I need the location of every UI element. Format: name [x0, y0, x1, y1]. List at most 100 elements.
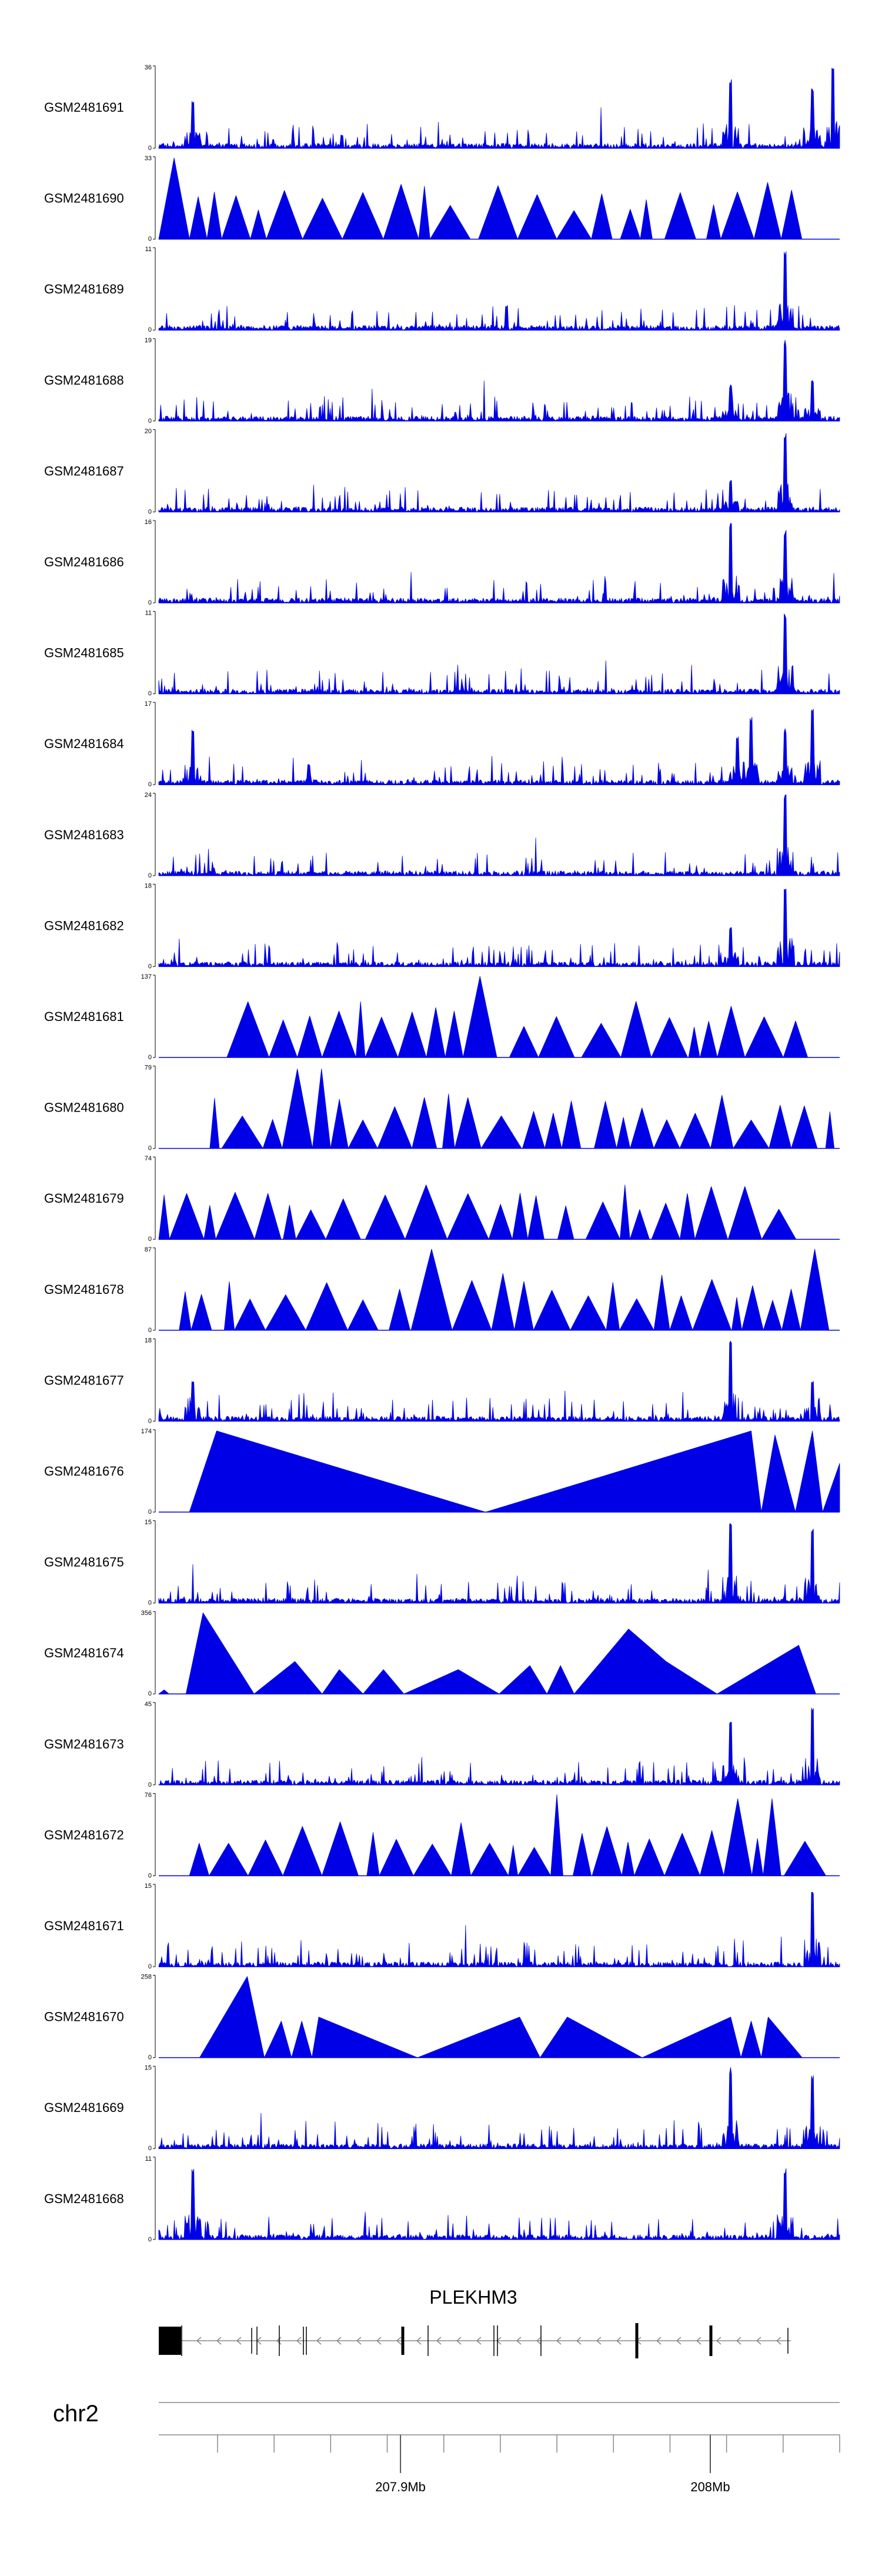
- track-GSM2481680: GSM2481680 79 0: [44, 1065, 840, 1152]
- exon: [427, 2325, 429, 2356]
- strand-chevron: [596, 2337, 602, 2345]
- y-max-label: 258: [141, 1974, 152, 1981]
- strand-chevron: [656, 2337, 662, 2345]
- coverage-area: [199, 1976, 840, 2058]
- strand-chevron: [436, 2337, 442, 2345]
- track-label: GSM2481675: [44, 1555, 124, 1570]
- y-min-label: 0: [148, 145, 152, 152]
- coverage-area: [158, 795, 840, 876]
- y-max-label: 11: [145, 246, 152, 253]
- y-min-label: 0: [148, 1509, 152, 1516]
- coverage-area: [158, 889, 840, 967]
- strand-chevron: [336, 2337, 342, 2345]
- track-label: GSM2481687: [44, 463, 124, 478]
- strand-chevron: [316, 2337, 322, 2345]
- track-GSM2481685: GSM2481685 11 0: [44, 610, 840, 698]
- track-GSM2481675: GSM2481675 15 0: [44, 1519, 840, 1607]
- strand-chevron: [576, 2337, 582, 2345]
- coverage-area: [189, 1430, 840, 1513]
- coverage-area: [158, 709, 840, 785]
- strand-chevron: [536, 2337, 542, 2345]
- track-GSM2481691: GSM2481691 36 0: [44, 64, 840, 152]
- strand-chevron: [356, 2337, 362, 2345]
- y-min-label: 0: [148, 1963, 152, 1970]
- track-GSM2481683: GSM2481683 24 0: [44, 792, 840, 879]
- strand-chevron: [496, 2337, 502, 2345]
- track-label: GSM2481691: [44, 100, 124, 115]
- y-min-label: 0: [148, 872, 152, 879]
- exon: [159, 2327, 181, 2355]
- y-max-label: 15: [145, 2064, 152, 2071]
- track-GSM2481678: GSM2481678 87 0: [44, 1246, 840, 1334]
- y-min-label: 0: [148, 2145, 152, 2152]
- track-GSM2481688: GSM2481688 19 0: [44, 337, 840, 425]
- coverage-area: [209, 1069, 835, 1149]
- track-GSM2481679: GSM2481679 74 0: [44, 1155, 840, 1243]
- track-GSM2481668: GSM2481668 11 0: [44, 2155, 840, 2243]
- genome-axis: chr2 207.9Mb 208Mb: [53, 2401, 840, 2494]
- y-min-label: 0: [148, 508, 152, 515]
- axis-tick-label: 207.9Mb: [375, 2480, 426, 2494]
- y-max-label: 24: [145, 792, 152, 799]
- track-label: GSM2481684: [44, 736, 124, 751]
- y-max-label: 17: [145, 700, 152, 708]
- y-max-label: 18: [145, 882, 152, 889]
- y-max-label: 18: [145, 1337, 152, 1344]
- y-max-label: 174: [141, 1428, 152, 1435]
- exon: [181, 2325, 182, 2356]
- axis-tick-label: 208Mb: [690, 2480, 730, 2494]
- track-label: GSM2481685: [44, 646, 124, 660]
- y-max-label: 11: [145, 610, 152, 617]
- y-min-label: 0: [148, 236, 152, 243]
- y-max-label: 74: [145, 1155, 152, 1162]
- exon: [251, 2328, 252, 2354]
- coverage-area: [158, 1612, 840, 1694]
- y-max-label: 87: [145, 1246, 152, 1253]
- exon: [279, 2325, 280, 2356]
- y-min-label: 0: [148, 1327, 152, 1334]
- track-label: GSM2481681: [44, 1009, 124, 1024]
- y-min-label: 0: [148, 1054, 152, 1061]
- track-label: GSM2481686: [44, 555, 124, 569]
- y-min-label: 0: [148, 1236, 152, 1243]
- track-label: GSM2481678: [44, 1282, 124, 1297]
- strand-chevron: [736, 2337, 741, 2345]
- track-label: GSM2481683: [44, 827, 124, 842]
- track-GSM2481682: GSM2481682 18 0: [44, 882, 840, 970]
- strand-chevron: [476, 2337, 482, 2345]
- track-GSM2481681: GSM2481681 137 0: [44, 973, 840, 1061]
- y-max-label: 15: [145, 1883, 152, 1890]
- y-min-label: 0: [148, 2236, 152, 2243]
- track-label: GSM2481682: [44, 918, 124, 933]
- y-max-label: 36: [145, 64, 152, 71]
- y-min-label: 0: [148, 963, 152, 970]
- coverage-area: [158, 251, 840, 331]
- track-label: GSM2481676: [44, 1464, 124, 1479]
- track-label: GSM2481690: [44, 191, 124, 206]
- track-label: GSM2481673: [44, 1737, 124, 1751]
- y-max-label: 20: [145, 428, 152, 435]
- y-max-label: 15: [145, 1519, 152, 1526]
- strand-chevron: [236, 2337, 242, 2345]
- y-max-label: 19: [145, 337, 152, 344]
- track-GSM2481674: GSM2481674 356 0: [44, 1610, 840, 1697]
- coverage-area: [158, 158, 815, 239]
- strand-chevron: [716, 2337, 721, 2345]
- y-min-label: 0: [148, 690, 152, 698]
- coverage-area: [189, 1794, 837, 1876]
- track-label: GSM2481672: [44, 1827, 124, 1842]
- track-GSM2481684: GSM2481684 17 0: [44, 700, 840, 788]
- y-min-label: 0: [148, 1690, 152, 1697]
- y-max-label: 137: [141, 973, 152, 980]
- strand-chevron: [676, 2337, 681, 2345]
- strand-chevron: [416, 2337, 422, 2345]
- strand-chevron: [556, 2337, 562, 2345]
- track-label: GSM2481677: [44, 1373, 124, 1387]
- strand-chevron: [196, 2337, 202, 2345]
- track-label: GSM2481688: [44, 373, 124, 388]
- strand-chevron: [616, 2337, 622, 2345]
- coverage-area: [158, 1707, 840, 1786]
- coverage-area: [158, 1523, 840, 1603]
- coverage-area: [158, 339, 840, 422]
- strand-chevron: [296, 2337, 302, 2345]
